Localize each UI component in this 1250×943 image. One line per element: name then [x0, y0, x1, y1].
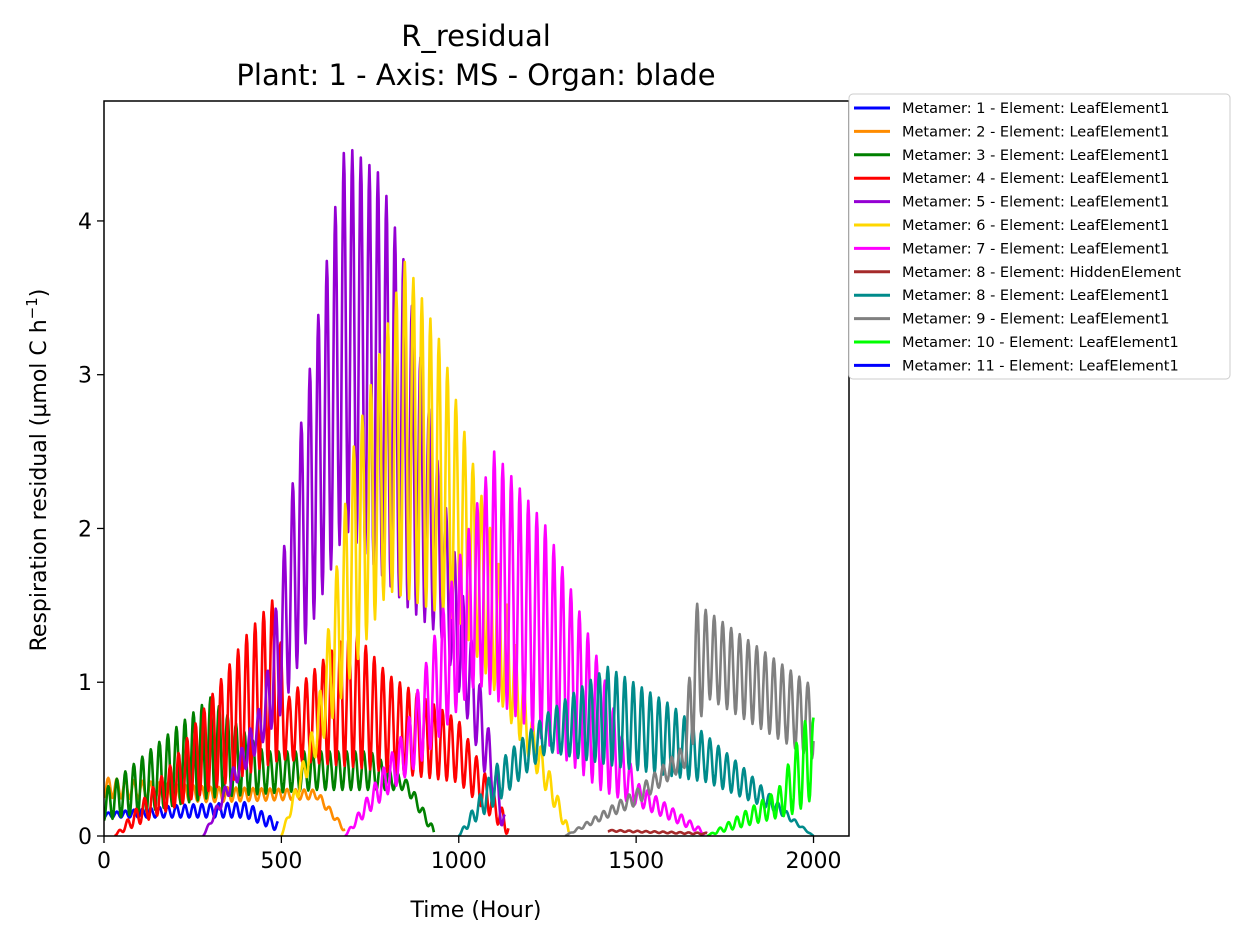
y-tick-label: 1	[78, 671, 92, 696]
y-tick-label: 4	[78, 210, 92, 235]
series-line-6	[280, 260, 570, 836]
y-tick-label: 0	[78, 825, 92, 850]
series-line-8	[607, 828, 708, 836]
legend-entry: Metamer: 9 - Element: LeafElement1	[902, 312, 1169, 328]
y-tick-label: 2	[78, 517, 92, 542]
legend-entry: Metamer: 4 - Element: LeafElement1	[902, 171, 1169, 187]
y-axis-label: Respiration residual (µmol C h−1)	[23, 289, 52, 652]
x-axis: 0 500 1000 1500 2000	[97, 836, 842, 874]
legend-entry: Metamer: 2 - Element: LeafElement1	[902, 124, 1169, 140]
legend: Metamer: 1 - Element: LeafElement1 Metame…	[848, 93, 1231, 380]
series-line-1	[104, 800, 279, 832]
legend-entry: Metamer: 8 - Element: LeafElement1	[902, 288, 1169, 304]
series-line-10	[564, 602, 815, 836]
plot-frame	[103, 100, 850, 837]
series-line-9	[457, 665, 815, 836]
legend-entry: Metamer: 3 - Element: LeafElement1	[902, 148, 1169, 164]
legend-entry: Metamer: 8 - Element: HiddenElement	[902, 265, 1181, 281]
x-tick-label: 0	[97, 849, 111, 874]
x-tick-label: 1500	[608, 849, 664, 874]
chart-subtitle: Plant: 1 - Axis: MS - Organ: blade	[236, 58, 715, 92]
y-tick-label: 3	[78, 364, 92, 389]
series-line-11	[706, 717, 815, 836]
legend-frame	[848, 93, 1231, 380]
series-line-4	[114, 599, 510, 836]
y-axis: 0 1 2 3 4	[78, 210, 104, 850]
legend-entry: Metamer: 11 - Element: LeafElement1	[902, 358, 1179, 374]
legend-entry: Metamer: 7 - Element: LeafElement1	[902, 241, 1169, 257]
legend-entry: Metamer: 5 - Element: LeafElement1	[902, 195, 1169, 211]
chart-title: R_residual	[401, 19, 551, 53]
series-line-7	[344, 450, 708, 836]
legend-entry: Metamer: 6 - Element: LeafElement1	[902, 218, 1169, 234]
x-tick-label: 2000	[786, 849, 842, 874]
series-line-5	[202, 148, 506, 836]
x-tick-label: 500	[260, 849, 302, 874]
series-layer	[104, 148, 815, 836]
legend-entry: Metamer: 1 - Element: LeafElement1	[902, 101, 1169, 117]
x-tick-label: 1000	[431, 849, 487, 874]
legend-entry: Metamer: 10 - Element: LeafElement1	[902, 335, 1179, 351]
x-axis-label: Time (Hour)	[410, 898, 542, 923]
